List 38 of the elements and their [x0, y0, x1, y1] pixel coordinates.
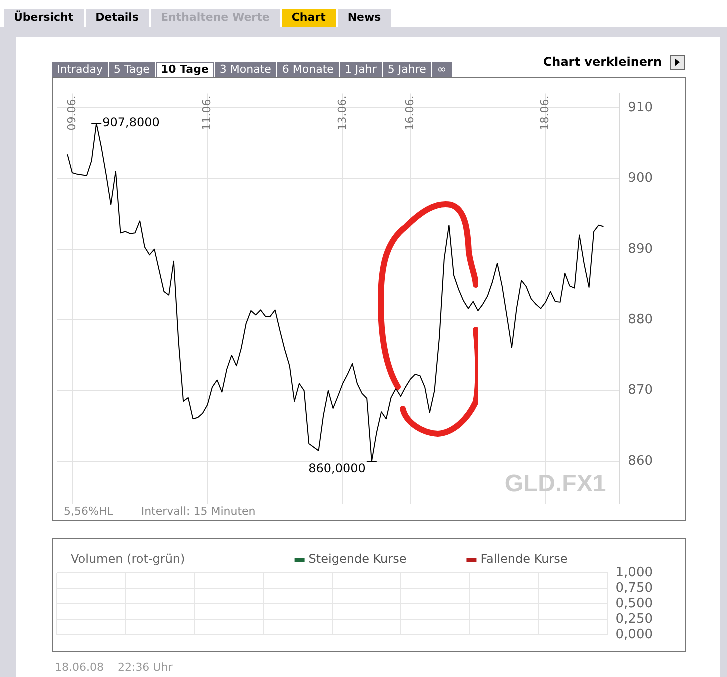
text: Übersicht [4, 9, 84, 27]
text: 10 Tage [156, 62, 214, 78]
text: Details [86, 9, 149, 27]
text: 5 Tage [109, 62, 155, 78]
text: Chart verkleinern [543, 55, 662, 69]
y-tick-label: 0,500 [616, 596, 653, 612]
x-tick-label: 09.06. [65, 96, 78, 131]
y-tick-label: 0,000 [616, 628, 653, 643]
text: Intervall: 15 Minuten [141, 504, 256, 518]
y-tick-label: 910 [628, 100, 654, 116]
x-tick-label: 16.06. [403, 96, 416, 131]
text: 3 Monate [214, 62, 276, 78]
annotation: 907,8000 [102, 116, 160, 130]
y-tick-label: 900 [628, 171, 654, 186]
text: 18.06.08 [55, 661, 104, 674]
text: 6 Monate [277, 62, 339, 78]
legend-label: Fallende Kurse [480, 552, 568, 566]
x-tick-label: 18.06. [538, 96, 552, 131]
text: Intraday [52, 62, 108, 78]
y-tick-label: 1,000 [616, 565, 653, 580]
text: ∞ [432, 62, 452, 78]
y-tick-label: 880 [628, 312, 654, 328]
x-tick-label: 13.06. [336, 96, 349, 131]
text: 5 Jahre [382, 62, 432, 78]
y-tick-label: 890 [628, 242, 654, 257]
x-tick-label: 11.06. [200, 96, 214, 131]
text: News [338, 9, 392, 27]
text: 1 Jahr [340, 62, 382, 78]
text: 22:36 Uhr [118, 661, 173, 674]
chart-title: Volumen (rot-grün) [71, 552, 186, 566]
annotation: 860,0000 [308, 462, 366, 476]
y-tick-label: 0,250 [616, 612, 653, 628]
text: 5,56%HL [64, 504, 114, 518]
legend-label: Steigende Kurse [308, 552, 407, 566]
y-tick-label: 860 [628, 454, 654, 469]
text: Chart [282, 9, 336, 27]
y-tick-label: 0,750 [616, 580, 653, 596]
y-tick-label: 870 [628, 383, 654, 398]
